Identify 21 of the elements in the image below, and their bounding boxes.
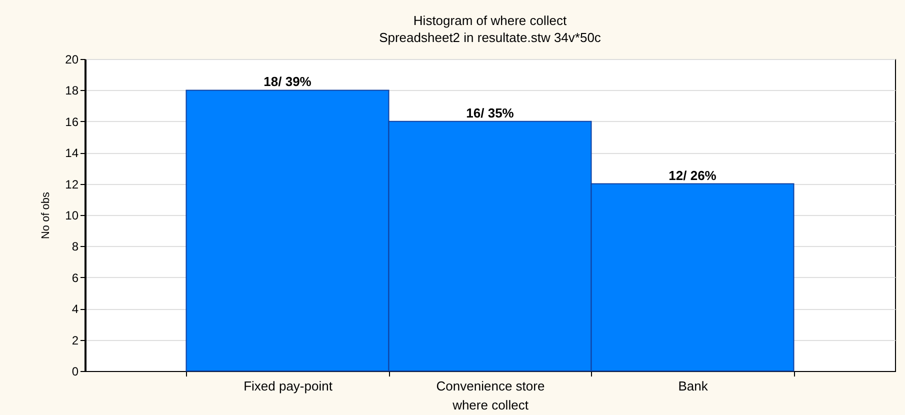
y-tick-label: 14	[65, 146, 79, 160]
y-axis-title: No of obs	[40, 191, 52, 240]
x-tick-label: Bank	[678, 378, 708, 394]
y-tick-label: 6	[72, 270, 79, 285]
chart-title: Histogram of where collect	[413, 13, 567, 28]
y-tick-label: 8	[72, 240, 79, 254]
data-label: 12/ 26%	[668, 168, 717, 183]
y-tick-label: 2	[72, 333, 79, 348]
y-tick-label: 4	[72, 302, 79, 316]
y-tick-label: 10	[65, 208, 79, 222]
y-tick-label: 18	[65, 84, 79, 98]
y-tick-label: 0	[72, 364, 79, 378]
x-axis-title: where collect	[452, 398, 529, 412]
x-tick-label: Fixed pay-point	[244, 378, 333, 394]
x-tick-label: Convenience store	[436, 378, 545, 394]
y-tick-label: 16	[65, 114, 79, 129]
y-tick-label: 12	[65, 177, 79, 192]
data-label: 16/ 35%	[466, 105, 514, 120]
data-label: 18/ 39%	[264, 74, 312, 90]
chart-subtitle: Spreadsheet2 in resultate.stw 34v*50c	[379, 30, 602, 45]
y-tick-label: 20	[65, 52, 79, 66]
